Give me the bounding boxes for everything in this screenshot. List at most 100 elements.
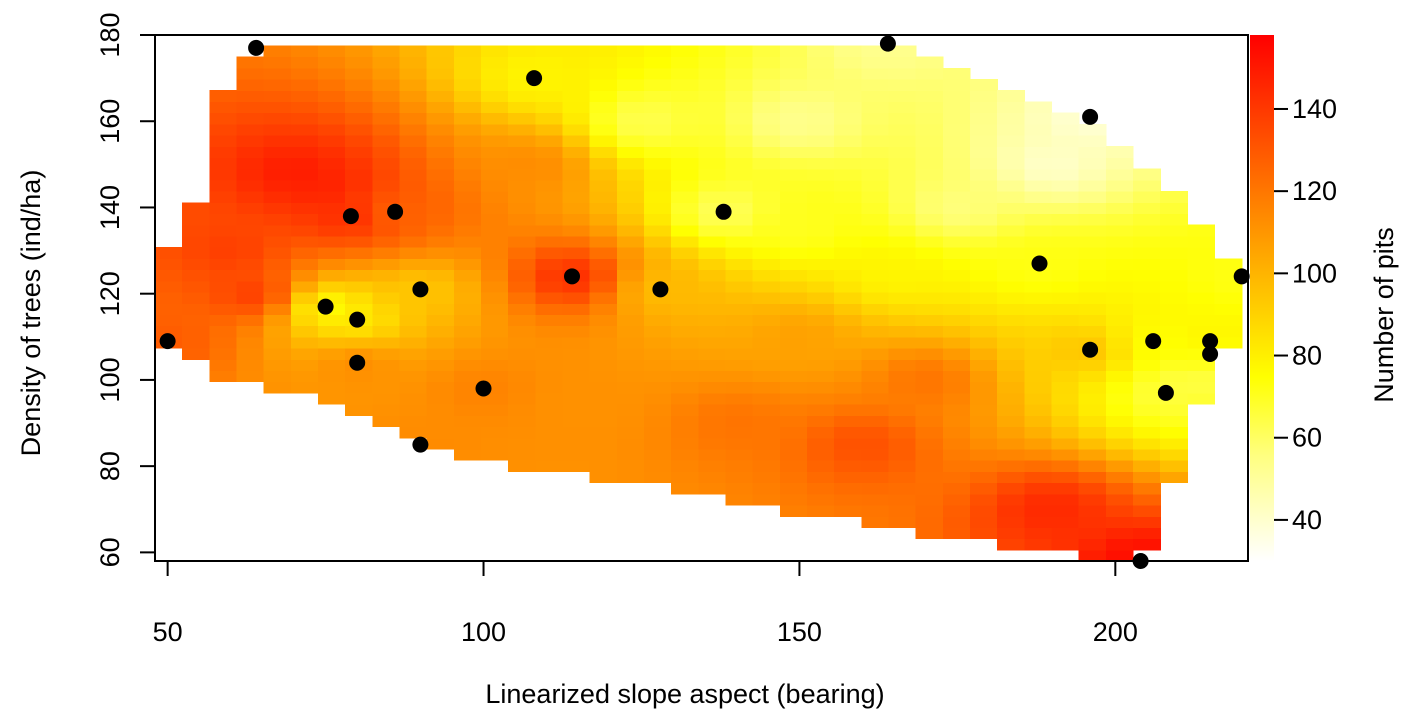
heatmap-cell (752, 258, 781, 271)
observation-point (317, 298, 334, 315)
heatmap-cell (508, 258, 536, 271)
heatmap-cell (1078, 482, 1107, 495)
heatmap-cell (807, 191, 835, 203)
heatmap-cell (616, 258, 645, 271)
heatmap-cell (1105, 224, 1134, 237)
heatmap-cell (644, 448, 672, 461)
heatmap-cell (644, 471, 672, 484)
heatmap-cell (807, 67, 835, 80)
heatmap-cell (888, 471, 917, 484)
heatmap-cell (453, 314, 482, 327)
heatmap-cell (290, 146, 319, 159)
heatmap-cell (834, 359, 862, 372)
heatmap-cell (318, 123, 346, 136)
heatmap-cell (997, 448, 1025, 461)
heatmap-cell (562, 325, 591, 338)
heatmap-cell (1160, 280, 1188, 293)
heatmap-cell (888, 146, 917, 159)
heatmap-cell (888, 493, 917, 506)
heatmap-cell (1105, 527, 1134, 540)
heatmap-cell (372, 280, 401, 293)
heatmap-cell (1078, 157, 1107, 170)
heatmap-cell (698, 448, 727, 461)
observation-point (526, 70, 543, 87)
heatmap-cell (997, 325, 1025, 338)
heatmap-cell (1024, 303, 1053, 315)
heatmap-cell (1051, 448, 1080, 461)
y-tick-label: 160 (95, 99, 125, 144)
heatmap-cell (1160, 437, 1188, 450)
heatmap-cell (182, 325, 210, 338)
heatmap-cell (589, 78, 618, 91)
heatmap-cell (942, 112, 971, 125)
heatmap-cell (1105, 404, 1134, 416)
colorbar-tick-label: 120 (1292, 176, 1337, 206)
heatmap-cell (1214, 325, 1243, 338)
heatmap-cell (779, 56, 808, 69)
heatmap-cell (671, 258, 699, 271)
heatmap-cell (535, 191, 564, 203)
heatmap-cell (453, 348, 482, 360)
colorbar-ticks: 40 60 80 100 120 140 (1274, 94, 1337, 535)
heatmap-cell (942, 168, 971, 181)
heatmap-cell (970, 157, 998, 170)
heatmap-cell (236, 168, 265, 181)
heatmap-cell (807, 247, 835, 259)
heatmap-cell (1133, 348, 1161, 360)
heatmap-cell (399, 392, 428, 405)
heatmap-cell (807, 314, 835, 327)
heatmap-cell (236, 191, 265, 203)
heatmap-cell (698, 426, 727, 439)
heatmap-cell (209, 348, 238, 360)
heatmap-cell (209, 168, 238, 181)
heatmap-cell (1133, 224, 1161, 237)
heatmap-cell (861, 336, 890, 349)
heatmap-cell (290, 280, 319, 293)
heatmap-cell (318, 348, 346, 360)
heatmap-cell (644, 168, 672, 181)
heatmap-cell (589, 448, 618, 461)
observation-point (1233, 268, 1250, 285)
heatmap-cell (1214, 291, 1243, 304)
heatmap-cell (644, 191, 672, 203)
heatmap-cell (1133, 404, 1161, 416)
heatmap-cell (834, 348, 862, 360)
heatmap-cell (1051, 392, 1080, 405)
heatmap-cell (182, 213, 210, 226)
heatmap-cell (399, 213, 428, 226)
heatmap-cell (1214, 303, 1243, 315)
heatmap-cell (562, 359, 591, 372)
heatmap-cell (616, 235, 645, 248)
heatmap-cell (318, 191, 346, 203)
heatmap-cell (834, 404, 862, 416)
heatmap-cell (1105, 336, 1134, 349)
heatmap-cell (453, 112, 482, 125)
heatmap-cell (1187, 325, 1216, 338)
heatmap-cell (236, 90, 265, 102)
heatmap-cell (1187, 303, 1216, 315)
heatmap-cell (1187, 224, 1216, 237)
heatmap-cell (807, 56, 835, 69)
heatmap-cell (861, 314, 890, 327)
heatmap-cell (372, 325, 401, 338)
heatmap-cell (426, 78, 455, 91)
heatmap-cell (345, 135, 373, 147)
heatmap-cell (236, 224, 265, 237)
observation-point (1082, 341, 1099, 358)
heatmap-cell (1214, 258, 1243, 271)
heatmap-cell (535, 146, 564, 159)
heatmap-cell (915, 67, 944, 80)
heatmap-cell (236, 146, 265, 159)
heatmap-cell (942, 426, 971, 439)
heatmap-cell (888, 123, 917, 136)
heatmap-cell (372, 404, 401, 416)
heatmap-cell (861, 460, 890, 472)
heatmap-cell (942, 146, 971, 159)
heatmap-cell (345, 101, 373, 114)
heatmap-cell (345, 146, 373, 159)
heatmap-cell (970, 381, 998, 394)
heatmap-cell (535, 448, 564, 461)
heatmap-cell (535, 213, 564, 226)
heatmap-cell (915, 247, 944, 259)
heatmap-cell (1024, 123, 1053, 136)
